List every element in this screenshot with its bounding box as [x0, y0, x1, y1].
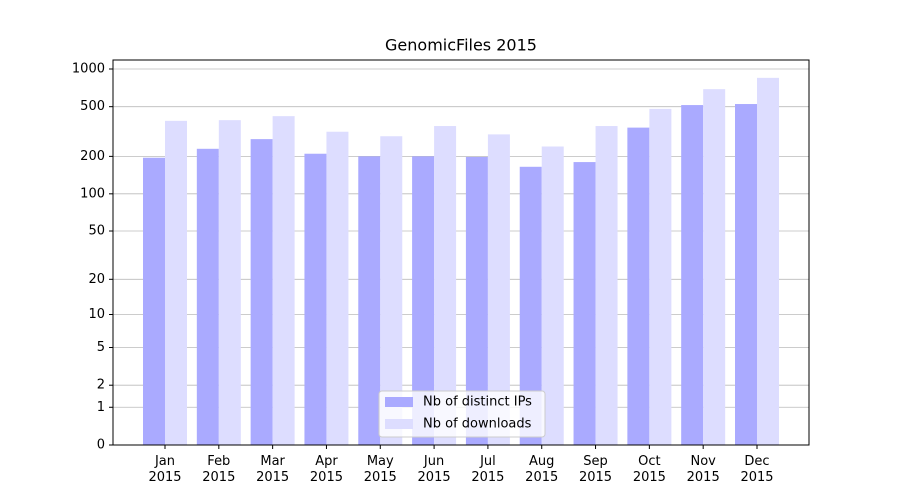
legend-label: Nb of downloads	[423, 417, 532, 432]
chart-title: GenomicFiles 2015	[385, 36, 537, 55]
bar	[272, 116, 295, 445]
legend-swatch	[385, 397, 413, 407]
bar	[326, 131, 349, 445]
x-tick-label: Oct 2015	[633, 454, 666, 485]
bar	[143, 157, 165, 445]
bar	[165, 120, 187, 446]
bar	[541, 146, 564, 445]
legend-box	[378, 390, 546, 438]
legend-label: Nb of distinct IPs	[423, 395, 532, 410]
bar	[380, 136, 403, 445]
x-tick-label: Jul 2015	[471, 454, 504, 485]
bar	[519, 166, 542, 445]
y-tick-label: 20	[88, 272, 105, 287]
y-tick-label: 10	[88, 307, 105, 322]
bar	[573, 162, 596, 445]
y-tick-label: 50	[88, 224, 105, 239]
bar	[649, 108, 672, 446]
y-tick-label: 5	[97, 340, 105, 355]
x-tick-label: Dec 2015	[740, 454, 773, 485]
bar	[196, 148, 219, 445]
legend-swatch	[385, 419, 413, 429]
y-tick-label: 2	[97, 378, 105, 393]
x-tick-label: Mar 2015	[256, 454, 289, 485]
x-tick-label: May 2015	[364, 454, 397, 485]
y-tick-label: 500	[80, 99, 105, 114]
bar	[487, 134, 510, 445]
bar	[595, 126, 618, 446]
x-tick-label: Jan 2015	[148, 454, 181, 485]
bar	[627, 127, 650, 445]
plot-frame	[112, 59, 810, 446]
y-tick-label: 0	[97, 438, 105, 453]
bar	[735, 104, 757, 445]
bar	[703, 89, 726, 445]
x-tick-label: Nov 2015	[687, 454, 720, 485]
bar	[218, 120, 241, 445]
x-tick-label: Aug 2015	[525, 454, 558, 485]
y-tick-label: 100	[80, 186, 105, 201]
bar	[681, 105, 704, 445]
x-tick-label: Jun 2015	[418, 454, 451, 485]
y-tick-label: 1	[97, 400, 105, 415]
bar	[250, 139, 273, 445]
y-tick-label: 1000	[72, 61, 105, 76]
bar	[465, 156, 488, 446]
x-tick-label: Feb 2015	[202, 454, 235, 485]
bar	[757, 77, 779, 445]
bar	[412, 156, 435, 445]
y-tick-label: 200	[80, 149, 105, 164]
x-tick-label: Sep 2015	[579, 454, 612, 485]
bar	[358, 156, 381, 445]
bar	[434, 126, 457, 446]
bar	[304, 153, 327, 445]
x-tick-label: Apr 2015	[310, 454, 343, 485]
